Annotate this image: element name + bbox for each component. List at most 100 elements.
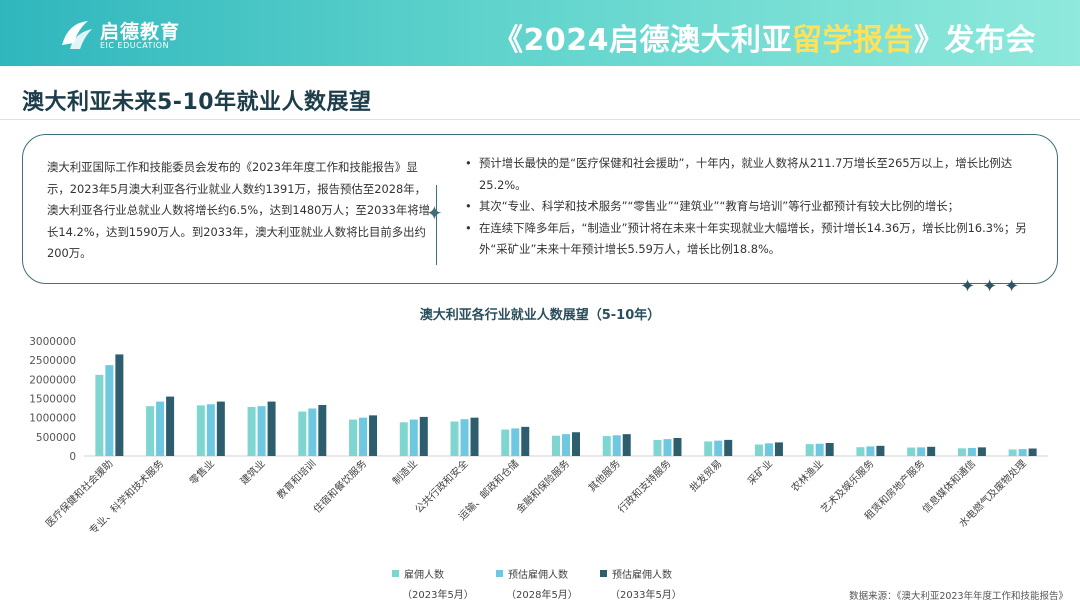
bar xyxy=(907,447,916,456)
legend-series-name: 预估雇佣人数 xyxy=(508,568,568,581)
x-tick-label: 零售业 xyxy=(187,457,217,487)
data-source-note: 数据来源：《澳大利亚2023年年度工作和技能报告》 xyxy=(849,591,1068,602)
y-tick-label: 2000000 xyxy=(29,374,76,386)
event-title-part2: 》发布会 xyxy=(914,23,1036,58)
bar xyxy=(1028,448,1037,456)
bar xyxy=(369,415,378,456)
y-tick-label: 3000000 xyxy=(29,336,76,348)
bar xyxy=(866,446,875,456)
x-tick-label: 艺术及娱乐服务 xyxy=(818,457,877,516)
legend-series-date: （2023年5月） xyxy=(402,588,474,601)
logo-text-cn: 启德教育 xyxy=(100,21,181,43)
x-tick-label: 教育和培训 xyxy=(274,457,319,502)
bars-group xyxy=(95,354,1037,456)
highlight-item: 在连续下降多年后，“制造业”预计将在未来十年实现就业大幅增长，预计增长14.36… xyxy=(463,218,1043,261)
x-tick-label: 制造业 xyxy=(390,457,420,487)
bar xyxy=(115,354,124,456)
chart-title: 澳大利亚各行业就业人数展望（5-10年） xyxy=(419,308,661,323)
info-panel: 澳大利亚国际工作和技能委员会发布的《2023年年度工作和技能报告》显示，2023… xyxy=(22,134,1058,284)
bar xyxy=(602,436,611,456)
event-title-highlight: 留学报告 xyxy=(792,23,914,58)
page-title: 澳大利亚未来5-10年就业人数展望 xyxy=(22,90,372,115)
bar xyxy=(805,444,814,456)
diamond-star-icon: ✦ xyxy=(426,201,443,225)
legend-swatch xyxy=(392,570,399,577)
header-banner: 启德教育 EIC EDUCATION 《2024启德澳大利亚留学报告》发布会 xyxy=(0,0,1080,66)
bar xyxy=(501,429,510,456)
legend-series-name: 雇佣人数 xyxy=(404,568,444,581)
x-tick-label: 住宿和餐饮服务 xyxy=(310,457,369,516)
bar xyxy=(1008,449,1017,456)
bar xyxy=(927,446,936,456)
legend-series-date: （2033年5月） xyxy=(610,588,682,601)
bar xyxy=(825,442,834,456)
y-tick-label: 500000 xyxy=(36,432,76,444)
bar xyxy=(206,404,215,456)
brand-logo[interactable]: 启德教育 EIC EDUCATION xyxy=(58,13,188,55)
bar xyxy=(1018,449,1027,456)
bar xyxy=(166,396,175,456)
title-divider xyxy=(0,119,1080,120)
x-tick-label: 金融和保险服务 xyxy=(513,457,572,516)
bar xyxy=(460,419,469,456)
x-tick-label: 公共行政和安全 xyxy=(412,457,471,516)
event-title: 《2024启德澳大利亚留学报告》发布会 xyxy=(493,15,1036,59)
highlights-list: 预计增长最快的是“医疗保健和社会援助”，十年内，就业人数将从211.7万增长至2… xyxy=(463,153,1043,261)
y-tick-label: 0 xyxy=(69,451,76,463)
bar xyxy=(977,447,986,456)
legend-series-date: （2028年5月） xyxy=(506,588,578,601)
x-tick-label: 行政和支持服务 xyxy=(615,457,674,516)
bar xyxy=(308,408,317,456)
bar xyxy=(724,439,733,456)
logo-mark-icon xyxy=(62,21,92,49)
bar xyxy=(552,435,560,456)
bar xyxy=(146,406,155,456)
bar xyxy=(349,419,358,456)
bar xyxy=(298,411,307,456)
bar xyxy=(511,428,520,456)
bar xyxy=(156,401,165,456)
event-title-part1: 《2024启德澳大利亚 xyxy=(493,23,792,58)
x-tick-label: 农林渔业 xyxy=(788,457,825,494)
legend-swatch xyxy=(496,570,503,577)
bar xyxy=(622,434,631,456)
highlight-item: 预计增长最快的是“医疗保健和社会援助”，十年内，就业人数将从211.7万增长至2… xyxy=(463,153,1043,196)
bar xyxy=(774,442,783,456)
bar xyxy=(754,444,763,456)
bar xyxy=(673,437,682,456)
bar xyxy=(562,434,570,456)
bar xyxy=(856,447,865,456)
bar xyxy=(572,432,580,456)
bar xyxy=(450,421,459,456)
x-tick-label: 建筑业 xyxy=(237,457,267,487)
bar xyxy=(764,443,773,456)
x-tick-label: 信息媒体和通信 xyxy=(919,457,978,516)
legend-series-name: 预估雇佣人数 xyxy=(612,568,672,581)
bar xyxy=(196,405,205,456)
bar xyxy=(409,419,418,456)
bar xyxy=(95,374,104,456)
panel-divider xyxy=(436,185,437,265)
bar xyxy=(876,445,885,456)
legend-swatch xyxy=(600,570,607,577)
x-tick-label: 批发贸易 xyxy=(687,457,724,494)
bar xyxy=(704,441,713,456)
bar xyxy=(359,417,368,456)
y-tick-label: 1500000 xyxy=(29,394,76,406)
bar xyxy=(521,426,530,456)
bar xyxy=(714,440,723,456)
y-axis: 0 500000 1000000 1500000 2000000 2500000 30000… xyxy=(29,336,1048,463)
x-tick-label: 其他服务 xyxy=(585,457,622,494)
y-tick-label: 2500000 xyxy=(29,355,76,367)
bar xyxy=(815,443,824,456)
bar-chart: 0 500000 1000000 1500000 2000000 2500000 30000… xyxy=(29,336,1048,601)
bar xyxy=(957,448,966,456)
bar xyxy=(399,422,408,456)
highlight-item: 其次“专业、科学和技术服务”“零售业”“建筑业”“教育与培训”等行业都预计有较大… xyxy=(463,196,1043,218)
x-tick-label: 采矿业 xyxy=(745,457,775,487)
bar xyxy=(257,406,266,456)
bar xyxy=(247,406,256,456)
logo-text-en: EIC EDUCATION xyxy=(100,41,170,50)
bar xyxy=(653,439,662,456)
bar xyxy=(267,401,276,456)
